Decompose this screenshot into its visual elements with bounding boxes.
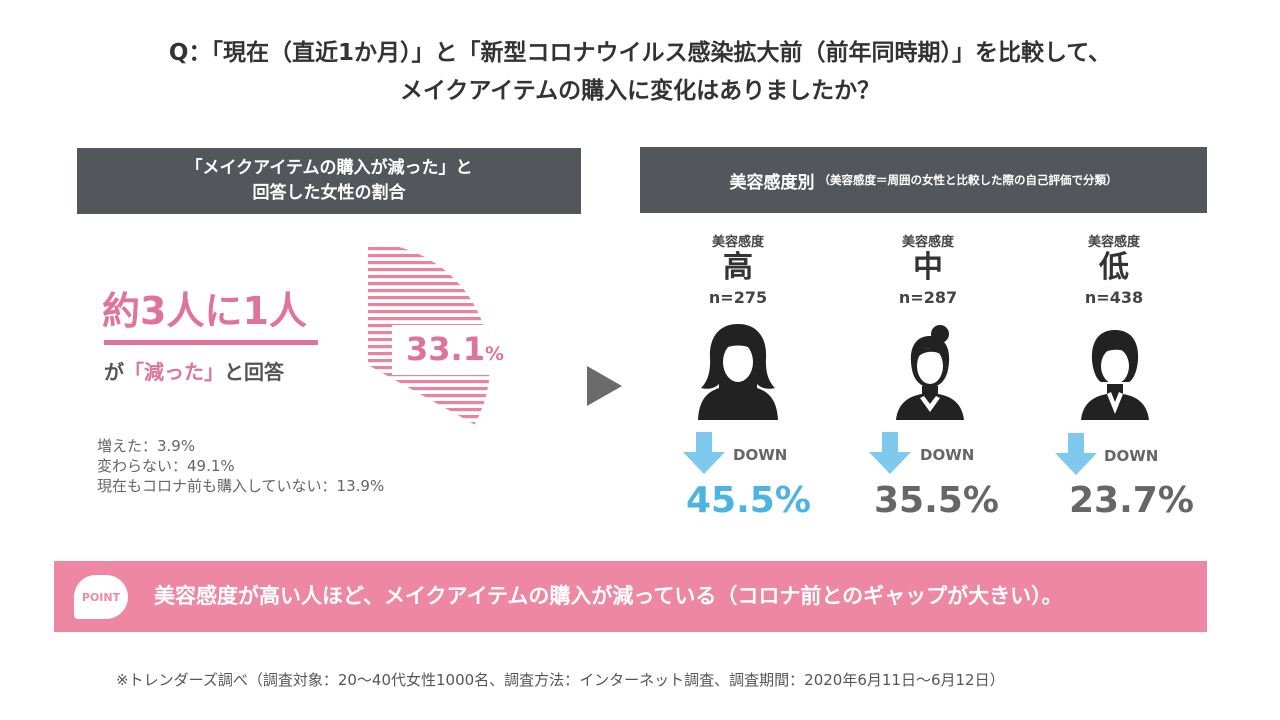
answer-suffix: と回答	[224, 360, 284, 384]
right-header-main: 美容感度別	[729, 172, 815, 193]
down-label: DOWN	[1104, 447, 1159, 465]
woman-short-hair-icon	[1081, 330, 1149, 420]
group-level: 低	[1099, 250, 1129, 285]
title-line-1: Q：「現在（直近1か月）」と「新型コロナウイルス感染拡大前（前年同時期）」を比較…	[168, 40, 1112, 66]
point-banner	[54, 561, 1207, 632]
left-panel-header: 「メイクアイテムの購入が減った」と 回答した女性の割合	[77, 148, 581, 214]
woman-long-hair-icon	[698, 324, 778, 420]
group-n: n=438	[1084, 288, 1144, 307]
down-arrow-icon	[1055, 433, 1097, 475]
group-level: 高	[723, 250, 753, 285]
percent-label-bg	[392, 325, 510, 375]
woman-bun-hair-icon	[896, 325, 964, 420]
value-low: 23.7%	[1069, 480, 1194, 521]
percent-unit: %	[484, 343, 504, 365]
headline-underline	[104, 340, 318, 345]
left-header-line-2: 回答した女性の割合	[252, 183, 406, 203]
group-label: 美容感度	[901, 235, 954, 250]
group-mid: 美容感度 中 n=287	[838, 231, 1018, 307]
footnote: ※トレンダーズ調べ（調査対象：20〜40代女性1000名、調査方法：インターネッ…	[116, 671, 1005, 689]
percent-value: 33.1	[406, 330, 485, 368]
page-title: Q：「現在（直近1か月）」と「新型コロナウイルス感染拡大前（前年同時期）」を比較…	[0, 34, 1280, 110]
down-label: DOWN	[920, 446, 975, 464]
point-badge: POINT	[74, 575, 128, 619]
group-low: 美容感度 低 n=438	[1024, 231, 1204, 307]
percent-label: 33.1%	[406, 330, 504, 368]
left-header-line-1: 「メイクアイテムの購入が減った」と	[185, 158, 473, 178]
group-n: n=287	[898, 288, 958, 307]
group-label: 美容感度	[1087, 235, 1140, 250]
other-answers: 増えた：3.9% 変わらない：49.1% 現在もコロナ前も購入していない：13.…	[97, 436, 384, 496]
group-n: n=275	[708, 288, 768, 307]
other-answer-none: 現在もコロナ前も購入していない：13.9%	[97, 477, 385, 495]
down-arrow-icon	[869, 432, 911, 474]
group-level: 中	[913, 250, 943, 285]
down-label: DOWN	[733, 446, 788, 464]
group-label: 美容感度	[711, 235, 764, 250]
other-answer-unchanged: 変わらない：49.1%	[97, 457, 235, 475]
value-mid: 35.5%	[874, 480, 999, 521]
down-arrow-icon	[683, 432, 725, 474]
answer-prefix: が	[104, 360, 124, 384]
play-arrow-icon	[587, 366, 622, 406]
headline-ratio: 約3人に1人	[102, 289, 307, 333]
group-high: 美容感度 高 n=275	[648, 231, 828, 307]
other-answer-increased: 増えた：3.9%	[97, 437, 196, 455]
point-text: 美容感度が高い人ほど、メイクアイテムの購入が減っている（コロナ前とのギャップが大…	[154, 584, 1063, 608]
answer-highlight: 「減った」	[124, 360, 224, 384]
right-header-sub: （美容感度＝周囲の女性と比較した際の自己評価で分類）	[818, 173, 1118, 187]
value-high: 45.5%	[686, 480, 811, 521]
right-panel-header: 美容感度別 （美容感度＝周囲の女性と比較した際の自己評価で分類）	[640, 147, 1207, 213]
answer-text: が「減った」と回答	[104, 356, 284, 385]
title-line-2: メイクアイテムの購入に変化はありましたか？	[399, 78, 881, 104]
